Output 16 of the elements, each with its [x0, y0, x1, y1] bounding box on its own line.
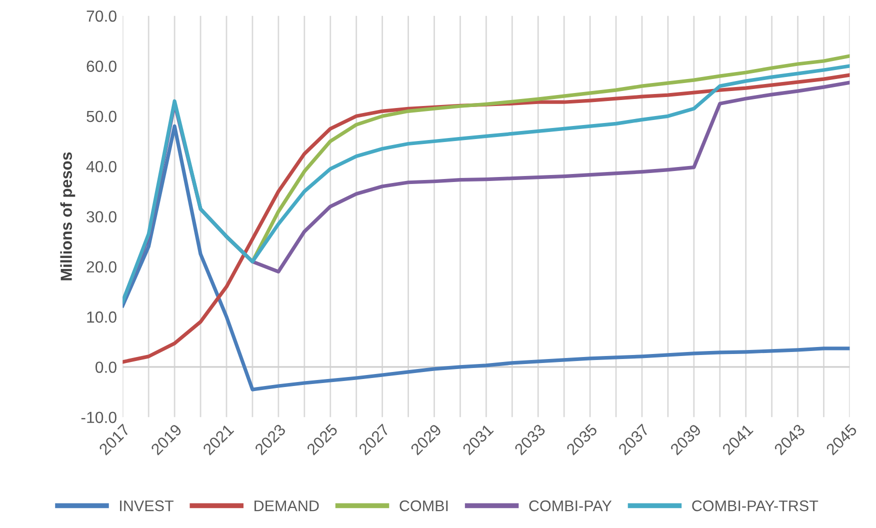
y-tick-label: 10.0 — [87, 311, 116, 323]
y-tick-label: 70.0 — [86, 10, 116, 22]
legend-label: COMBI-PAY-TRST — [692, 500, 818, 512]
y-tick-label: 20.0 — [86, 261, 116, 273]
y-tick-label: 30.0 — [86, 211, 116, 222]
y-tick-label: 60.0 — [86, 60, 116, 72]
legend-label: COMBI — [400, 500, 448, 512]
legend-label: INVEST — [120, 500, 174, 512]
y-tick-label: 40.0 — [86, 160, 116, 172]
line-series — [122, 124, 850, 392]
y-tick-label: 50.0 — [86, 110, 116, 122]
y-tick-label: 0.0 — [96, 362, 116, 373]
y-axis-title: Millions of pesos — [60, 152, 76, 280]
legend-label: COMBI-PAY — [529, 500, 612, 512]
y-tick-label: -10.0 — [81, 412, 116, 424]
legend-label: DEMAND — [254, 500, 319, 512]
